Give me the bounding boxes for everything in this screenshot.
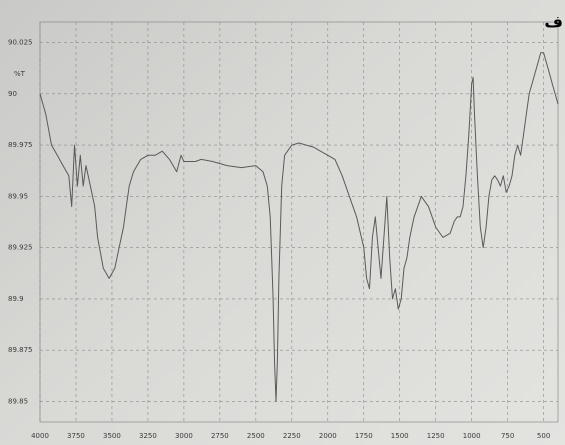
x-tick-label: 2000	[319, 432, 337, 440]
x-tick-label: 3500	[103, 432, 121, 440]
x-tick-label: 4000	[31, 432, 49, 440]
y-tick-label: 89.85	[8, 397, 28, 405]
x-tick-label: 1000	[463, 432, 481, 440]
x-tick-label: 2250	[283, 432, 301, 440]
x-tick-label: 1500	[391, 432, 409, 440]
y-axis-label: %T	[14, 70, 26, 78]
x-tick-label: 500	[537, 432, 550, 440]
x-tick-label: 2750	[211, 432, 229, 440]
plot-border	[39, 21, 559, 423]
x-tick-label: 2500	[247, 432, 265, 440]
y-tick-label: 89.95	[8, 192, 28, 200]
x-tick-label: 750	[501, 432, 514, 440]
y-tick-label: 89.925	[8, 244, 33, 252]
x-tick-label: 3750	[67, 432, 85, 440]
x-tick-label: 1250	[427, 432, 445, 440]
x-tick-label: 3000	[175, 432, 193, 440]
y-tick-label: 89.875	[8, 346, 33, 354]
y-tick-label: 90	[8, 90, 17, 98]
corner-arabic-text: ف	[544, 12, 563, 31]
x-tick-label: 1750	[355, 432, 373, 440]
x-tick-label: 3250	[139, 432, 157, 440]
spectrum-line-layer	[39, 52, 559, 402]
spectrum-series-line	[39, 52, 559, 402]
y-tick-label: 90.025	[8, 39, 33, 47]
y-tick-label: 89.9	[8, 295, 24, 303]
tick-labels: 4000 3750 3500 3250 3000 2750 2500 2250 2000 1750…	[8, 39, 550, 440]
y-tick-label: 89.975	[8, 141, 33, 149]
